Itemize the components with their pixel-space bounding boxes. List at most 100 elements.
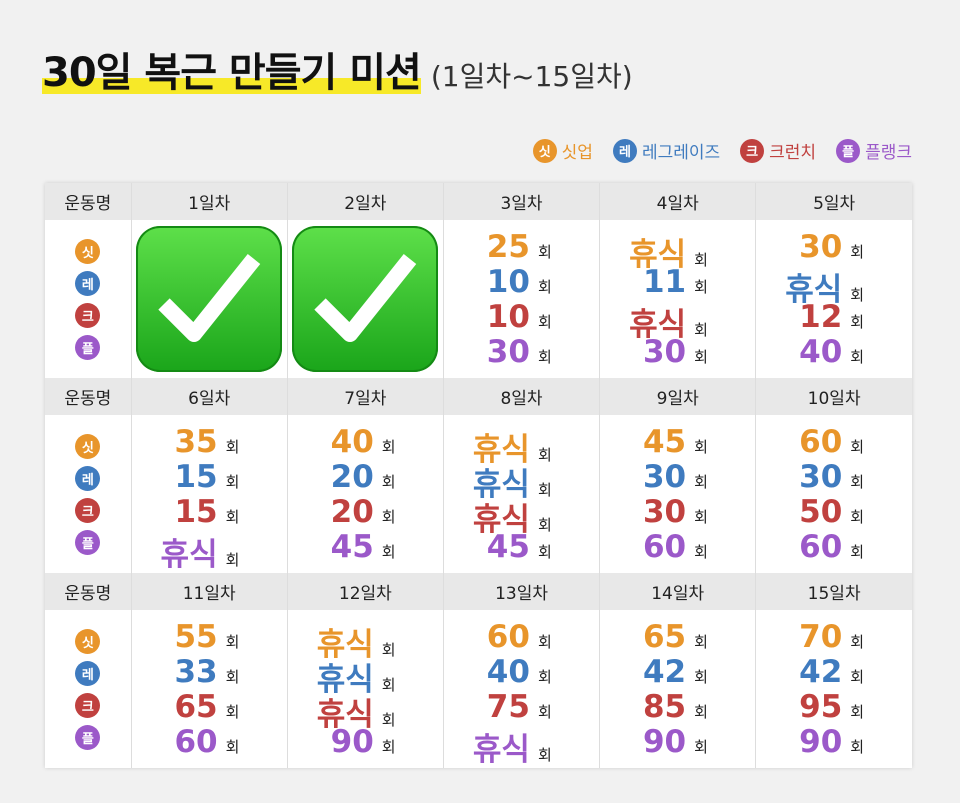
count: 20 (330, 459, 374, 495)
plank-badge-icon: 플 (836, 138, 861, 163)
day-values: 35 회 15 회 15 회 휴식 회 (132, 424, 244, 573)
day-cell: 30 회 휴식 회 12 회 40 회 (755, 220, 912, 378)
unit-label: 회 (225, 508, 240, 526)
situp-badge-icon: 싯 (75, 433, 101, 459)
day-cell: 60 회 40 회 75 회 휴식 회 (442, 610, 600, 768)
value-situp: 55 회 (174, 619, 243, 655)
count: 65 (642, 619, 687, 655)
title-block: 30일 복근 만들기 미션 (1일차~15일차) (42, 40, 633, 98)
count: 60 (799, 529, 843, 565)
value-crunch: 30 회 (643, 494, 712, 530)
count: 35 (174, 424, 218, 460)
page-subtitle: (1일차~15일차) (430, 60, 633, 93)
count: 휴식 (472, 732, 530, 768)
count: 휴식 (472, 467, 530, 503)
day-values: 60 회 40 회 75 회 휴식 회 (444, 619, 556, 768)
count: 25 (486, 229, 530, 265)
day-values: 45 회 30 회 30 회 60 회 (600, 424, 712, 565)
day-cell: 휴식 회 휴식 회 휴식 회 45 회 (442, 415, 600, 573)
value-legraise: 휴식 회 (785, 264, 868, 308)
count: 45 (642, 424, 687, 460)
day-cell (286, 220, 444, 378)
day-header: 7일차 (286, 378, 444, 415)
day-cell: 60 회 30 회 50 회 60 회 (755, 415, 912, 573)
unit-label: 회 (537, 746, 552, 764)
unit-label: 회 (537, 703, 552, 721)
check-mark-icon (136, 226, 283, 372)
value-situp: 휴식 회 (473, 424, 556, 468)
value-situp: 휴식 회 (317, 619, 400, 663)
count: 휴식 (316, 627, 374, 663)
situp-badge-icon: 싯 (75, 238, 101, 264)
page-title: 30일 복근 만들기 미션 (42, 40, 422, 98)
day-header: 14일차 (599, 573, 756, 610)
count: 90 (642, 724, 687, 760)
day-values: 휴식 회 11 회 휴식 회 30 회 (600, 229, 712, 370)
day-header: 5일차 (755, 183, 912, 220)
unit-label: 회 (694, 738, 708, 756)
legraise-badge-icon: 레 (75, 270, 101, 296)
count: 20 (330, 494, 374, 530)
unit-label: 회 (537, 446, 552, 464)
unit-label: 회 (850, 438, 865, 456)
unit-label: 회 (850, 286, 865, 304)
count: 휴식 (785, 272, 843, 308)
unit-label: 회 (850, 243, 865, 261)
legraise-badge-icon: 레 (75, 660, 101, 686)
value-crunch: 65 회 (174, 689, 243, 725)
legend-item-legraise: 레 레그레이즈 (612, 138, 720, 163)
value-crunch: 95 회 (799, 689, 868, 725)
day-header: 10일차 (755, 378, 912, 415)
value-legraise: 10 회 (487, 264, 556, 300)
day-cell: 45 회 30 회 30 회 60 회 (599, 415, 756, 573)
count: 50 (799, 494, 843, 530)
value-crunch: 휴식 회 (629, 299, 712, 343)
legraise-badge-icon: 레 (75, 465, 101, 491)
unit-label: 회 (381, 711, 396, 729)
value-plank: 40 회 (799, 334, 868, 370)
value-legraise: 15 회 (174, 459, 243, 495)
day-values: 55 회 33 회 65 회 60 회 (132, 619, 244, 760)
unit-label: 회 (694, 473, 708, 491)
count: 15 (174, 494, 218, 530)
unit-label: 회 (537, 243, 552, 261)
values-row: 싯 레 크 플 55 회 33 회 65 회 60 회 휴식 회 휴식 회 휴식 회 90 회 60 회 40 회 75 회 휴식 회… (45, 610, 912, 768)
count: 95 (799, 689, 843, 725)
values-row: 싯 레 크 플 35 회 15 회 15 회 휴식 회 40 회 20 회 20 회 45 회 휴식 회 휴식 회 휴식 회 45 회… (45, 415, 912, 573)
value-crunch: 10 회 (487, 299, 556, 335)
value-plank: 30 회 (487, 334, 556, 370)
count: 45 (486, 529, 530, 565)
crunch-badge-icon: 크 (740, 138, 765, 163)
count: 11 (642, 264, 687, 300)
count: 60 (486, 619, 530, 655)
unit-label: 회 (850, 668, 865, 686)
unit-label: 회 (537, 348, 552, 366)
unit-label: 회 (850, 313, 865, 331)
count: 65 (174, 689, 218, 725)
value-plank: 60 회 (174, 724, 243, 760)
count: 60 (642, 529, 687, 565)
value-situp: 40 회 (330, 424, 400, 460)
row-header: 운동명 (45, 378, 132, 415)
day-header: 3일차 (442, 183, 600, 220)
count: 42 (642, 654, 687, 690)
count: 40 (330, 424, 374, 460)
day-header: 13일차 (442, 573, 600, 610)
value-crunch: 15 회 (174, 494, 243, 530)
day-header: 9일차 (599, 378, 756, 415)
row-header: 운동명 (45, 573, 132, 610)
legend: 싯 싯업 레 레그레이즈 크 크런치 플 플랭크 (532, 138, 912, 163)
legraise-badge-icon: 레 (612, 138, 637, 163)
count: 33 (174, 654, 218, 690)
unit-label: 회 (225, 703, 240, 721)
crunch-badge-icon: 크 (75, 497, 101, 523)
day-cell: 65 회 42 회 85 회 90 회 (599, 610, 756, 768)
value-legraise: 30 회 (799, 459, 868, 495)
count: 30 (799, 459, 843, 495)
unit-label: 회 (225, 738, 240, 756)
day-header: 8일차 (442, 378, 600, 415)
values-row: 싯 레 크 플 25 회 10 회 10 회 30 회 휴식 회 11 회 휴식 회 30 회 30 회 휴식 회 12 회 40 회 (45, 220, 912, 378)
value-plank: 휴식 회 (473, 724, 556, 768)
count: 휴식 (472, 502, 530, 538)
value-crunch: 50 회 (799, 494, 868, 530)
